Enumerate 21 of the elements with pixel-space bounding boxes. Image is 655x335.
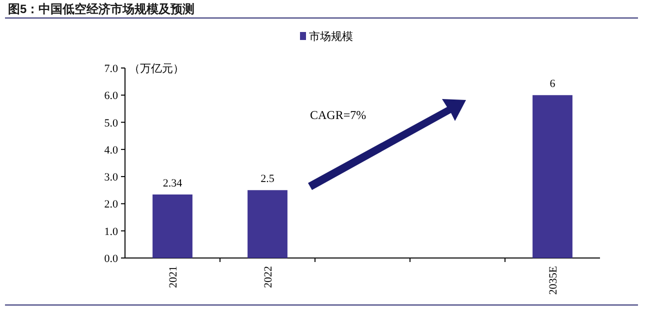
bar [532, 95, 572, 258]
data-label: 2.34 [162, 177, 183, 190]
bar [248, 190, 288, 258]
y-tick-label: 2.0 [104, 198, 118, 211]
data-label: 6 [550, 78, 556, 90]
y-tick-label: 1.0 [104, 226, 118, 238]
y-tick-label: 7.0 [104, 63, 118, 75]
y-tick-label: 6.0 [104, 90, 118, 102]
x-tick-label: 2021 [168, 266, 180, 288]
y-tick-label: 0.0 [104, 253, 118, 265]
legend-label: 市场规模 [309, 30, 353, 43]
y-axis-title: （万亿元） [129, 63, 184, 75]
y-tick-label: 5.0 [104, 117, 118, 130]
y-tick-label: 3.0 [104, 172, 118, 184]
x-tick-label: 2035E [548, 266, 560, 295]
x-tick-label: 2022 [262, 266, 274, 288]
data-label: 2.5 [260, 173, 275, 186]
chart-title: 图5：中国低空经济市场规模及预测 [8, 2, 195, 16]
y-tick-label: 4.0 [104, 144, 118, 156]
bar [152, 194, 192, 258]
annotation: CAGR=7% [310, 108, 366, 122]
